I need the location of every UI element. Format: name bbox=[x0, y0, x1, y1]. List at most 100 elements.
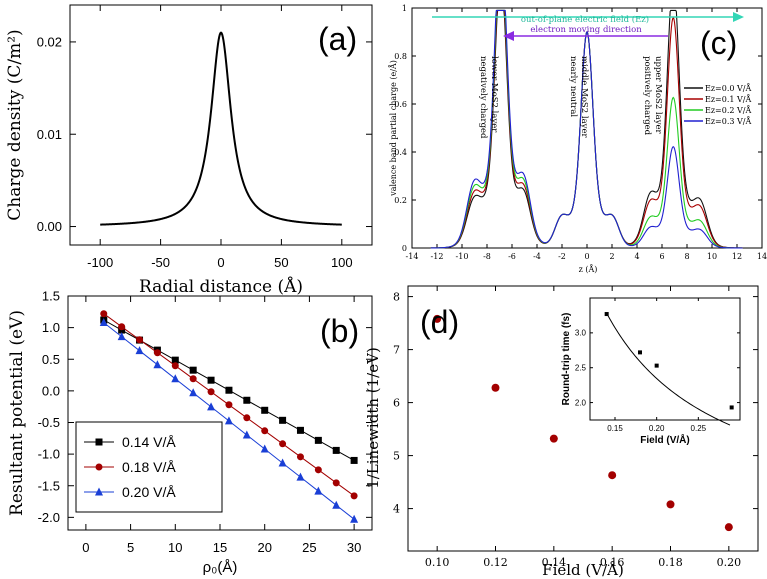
i-y-tick-label: 2.0 bbox=[575, 398, 587, 407]
i-x-tick-label: 0.25 bbox=[691, 424, 707, 433]
panel-b-data-point bbox=[207, 402, 216, 411]
c-y-tick-label: 0.2 bbox=[394, 196, 407, 205]
inset-fit-curve bbox=[606, 313, 731, 426]
panel-b-data-point bbox=[207, 376, 215, 384]
panel-b-data-point bbox=[260, 444, 269, 453]
b-y-tick-label: -1.0 bbox=[38, 447, 60, 462]
panel-b-data-point bbox=[153, 360, 162, 369]
panel-d-data-point bbox=[433, 314, 442, 323]
panel-d-frame bbox=[407, 285, 759, 552]
b-x-tick-label: 20 bbox=[257, 540, 271, 555]
b-x-tick-label: 0 bbox=[82, 540, 89, 555]
a-y-tick-label: 0.00 bbox=[37, 219, 62, 234]
inset-x-axis-label: Field (V/Å) bbox=[640, 433, 689, 446]
d-x-tick-label: 0.12 bbox=[483, 556, 508, 569]
panel-b-data-point bbox=[189, 366, 197, 374]
middle-layer-line-1: middle MoS2 layer bbox=[579, 56, 589, 138]
panel-c-series-curve bbox=[430, 9, 743, 249]
panel-b-data-point bbox=[314, 486, 323, 495]
i-y-tick-label: 2.5 bbox=[575, 364, 587, 373]
panel-c-x-axis-label: z (Å) bbox=[579, 265, 598, 274]
panel-b-data-point bbox=[99, 318, 108, 327]
b-x-tick-label: 10 bbox=[168, 540, 182, 555]
c-x-tick-label: -14 bbox=[406, 252, 419, 261]
inset-data-point bbox=[604, 312, 609, 317]
panel-b-y-axis-label: Resultant potential (eV) bbox=[7, 310, 27, 516]
a-x-tick-label: -50 bbox=[151, 255, 170, 270]
c-y-tick-label: 0 bbox=[402, 244, 407, 253]
c-x-tick-label: 10 bbox=[707, 252, 717, 261]
panel-b-data-point bbox=[136, 336, 144, 344]
inset-frame bbox=[589, 297, 741, 421]
c-x-tick-label: -6 bbox=[508, 252, 516, 261]
d-y-tick-label: 5 bbox=[393, 449, 400, 462]
panel-b-legend-marker bbox=[95, 463, 103, 471]
panel-b-data-point bbox=[242, 430, 251, 439]
panel-b-legend-label: 0.20 V/Å bbox=[122, 484, 176, 500]
panel-b-data-point bbox=[189, 388, 198, 397]
panel-b-data-point bbox=[100, 310, 108, 318]
d-x-tick-label: 0.18 bbox=[658, 556, 683, 569]
c-x-tick-label: -2 bbox=[558, 252, 566, 261]
field-arrow-head bbox=[733, 12, 744, 22]
d-y-tick-label: 6 bbox=[393, 396, 400, 409]
panel-b-x-axis-label: ρ₀(Å) bbox=[203, 559, 238, 576]
c-x-tick-label: 6 bbox=[659, 252, 664, 261]
panel-b-data-point bbox=[224, 416, 233, 425]
panel-b-data-point bbox=[243, 414, 251, 422]
c-x-tick-label: -4 bbox=[533, 252, 541, 261]
panel-c: -14 -12 -10 -8 -6 -4 -2 0 2 4 6 8 10 12 14 0 0.2 0.4 0.6 0… bbox=[389, 4, 767, 274]
panel-d-data-point bbox=[549, 434, 558, 443]
b-x-tick-label: 25 bbox=[302, 540, 316, 555]
panel-b-data-point bbox=[279, 440, 287, 448]
panel-d-y-axis-label: 1/Linewidth (1/eV) bbox=[364, 347, 382, 489]
upper-layer-line-1: upper MoS2 layer bbox=[653, 56, 663, 135]
a-x-tick-label: 0 bbox=[217, 255, 224, 270]
b-x-tick-label: 30 bbox=[347, 540, 361, 555]
panel-b-data-point bbox=[225, 386, 233, 394]
d-x-tick-label: 0.14 bbox=[542, 556, 567, 569]
c-x-tick-label: 2 bbox=[609, 252, 614, 261]
panel-b-data-point bbox=[279, 416, 287, 424]
upper-layer-annotation: upper MoS2 layer positively charged bbox=[642, 56, 663, 136]
panel-b-legend-label: 0.14 V/Å bbox=[122, 434, 176, 450]
panel-b-data-point bbox=[171, 356, 179, 364]
panel-b-data-point bbox=[135, 346, 144, 355]
panel-b-data-point bbox=[243, 396, 251, 404]
panel-b-legend-marker bbox=[95, 438, 103, 446]
panel-c-legend: Ez=0.0 V/Å Ez=0.1 V/Å Ez=0.2 V/Å Ez=0.3 V/Å bbox=[684, 84, 751, 126]
i-x-tick-label: 0.15 bbox=[607, 424, 623, 433]
panel-b-legend-label: 0.18 V/Å bbox=[122, 459, 176, 475]
c-x-tick-label: -8 bbox=[483, 252, 491, 261]
panel-b-data-point bbox=[296, 426, 304, 434]
d-y-tick-label: 4 bbox=[393, 502, 400, 515]
a-y-tick-label: 0.01 bbox=[37, 127, 62, 142]
lower-layer-annotation: lower MoS2 layer negatively charged bbox=[478, 56, 499, 139]
inset-y-axis-label: Round-trip time (fs) bbox=[561, 313, 572, 406]
panel-c-legend-label: Ez=0.0 V/Å bbox=[705, 84, 751, 93]
panel-b-data-point bbox=[296, 472, 305, 481]
inset-data-point bbox=[638, 350, 642, 355]
panel-b-data-point bbox=[153, 349, 161, 357]
c-x-tick-label: 0 bbox=[584, 252, 589, 261]
upper-layer-line-2: positively charged bbox=[642, 56, 652, 136]
panel-a-charge-density-curve bbox=[100, 31, 342, 226]
a-x-tick-label: -100 bbox=[87, 255, 113, 270]
panel-b-data-point bbox=[278, 458, 287, 467]
b-y-tick-label: 0.0 bbox=[42, 383, 60, 398]
b-y-tick-label: -2.0 bbox=[38, 510, 60, 525]
panel-c-label: (c) bbox=[700, 25, 737, 61]
field-arrow-label: out-of-plane electric field (Ez) bbox=[521, 14, 649, 25]
panel-b-data-point bbox=[118, 323, 126, 331]
d-x-tick-label: 0.16 bbox=[600, 556, 625, 569]
panel-a-y-axis-label: Charge density (C/m²) bbox=[5, 29, 25, 220]
a-x-tick-label: 50 bbox=[274, 255, 288, 270]
i-y-tick-label: 3.0 bbox=[575, 329, 587, 338]
c-y-tick-label: 1 bbox=[402, 4, 407, 13]
c-y-tick-label: 0.8 bbox=[394, 52, 407, 61]
panel-b-data-point bbox=[332, 500, 341, 509]
panel-b-data-point bbox=[171, 362, 179, 370]
panel-d-data-point bbox=[666, 500, 675, 509]
panel-b-data-point bbox=[117, 332, 126, 341]
